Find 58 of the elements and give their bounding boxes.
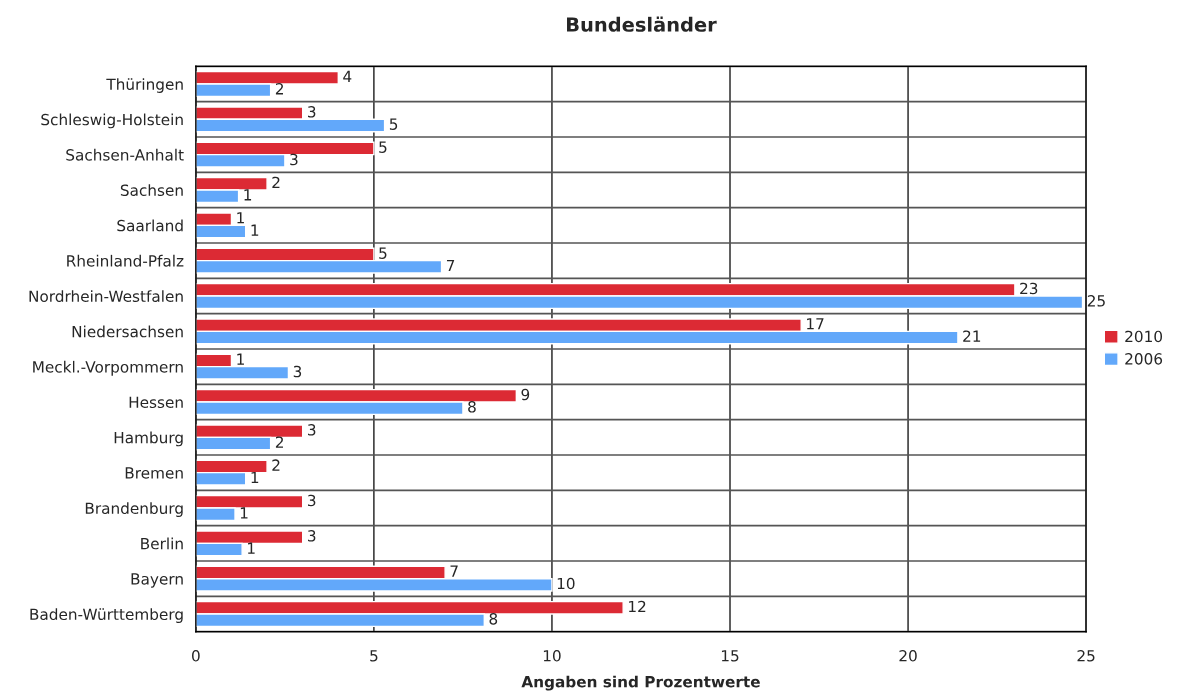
data-label: 1	[240, 507, 248, 519]
y-tick-label: Schleswig-Holstein	[41, 113, 183, 129]
data-label: 1	[251, 471, 259, 484]
data-label: 7	[450, 565, 458, 577]
data-label: 2	[275, 83, 283, 95]
data-label: 8	[468, 401, 476, 413]
x-tick-label: 5	[370, 650, 378, 662]
data-label: 5	[379, 141, 387, 153]
y-tick-label: Meckl.-Vorpommern	[33, 360, 183, 376]
data-label: 5	[389, 118, 398, 130]
x-tick-label: 20	[899, 650, 917, 662]
data-label: 17	[807, 318, 824, 330]
x-tick-label: 0	[192, 650, 200, 662]
y-tick-label: Sachsen	[120, 184, 183, 197]
data-label: 10	[557, 577, 575, 590]
data-label: 12	[629, 600, 646, 613]
data-label: 2	[272, 459, 280, 471]
y-tick-label: Thüringen	[106, 78, 183, 93]
data-label: 3	[308, 530, 316, 542]
data-label: 7	[446, 259, 455, 272]
data-label: 3	[293, 365, 302, 378]
x-tick-label: 25	[1077, 650, 1095, 662]
data-label: 1	[237, 212, 244, 224]
data-label: 1	[237, 353, 244, 365]
x-axis-title: Angaben sind Prozentwerte	[521, 675, 760, 691]
data-label: 3	[308, 106, 316, 118]
y-tick-label: Berlin	[141, 537, 183, 550]
data-label: 4	[343, 70, 352, 83]
y-tick-label: Baden-Württemberg	[30, 608, 183, 623]
data-label: 23	[1020, 282, 1038, 295]
data-label: 2	[275, 436, 283, 448]
data-label: 1	[244, 189, 252, 201]
chart-title: Bundesländer	[567, 16, 717, 32]
data-label: 2	[272, 176, 280, 189]
y-tick-label: Niedersachsen	[72, 325, 183, 338]
data-label: 1	[251, 224, 259, 236]
x-tick-label: 10	[543, 650, 561, 662]
data-label: 3	[308, 424, 316, 436]
y-tick-label: Brandenburg	[85, 502, 183, 517]
data-label: 1	[247, 542, 255, 554]
y-tick-label: Sachsen-Anhalt	[66, 148, 184, 161]
y-tick-label: Rheinland-Pfalz	[67, 254, 184, 267]
data-label: 3	[290, 153, 298, 166]
data-label: 25	[1087, 295, 1105, 307]
y-tick-label: Bremen	[125, 467, 183, 479]
y-tick-label: Bayern	[131, 573, 183, 588]
y-tick-label: Nordrhein-Westfalen	[29, 290, 183, 303]
legend-label: 2006	[1125, 353, 1163, 365]
data-label: 9	[521, 388, 530, 401]
x-tick-label: 15	[721, 650, 739, 662]
data-label: 3	[308, 494, 316, 507]
data-label: 8	[489, 613, 498, 625]
y-tick-label: Hamburg	[114, 431, 183, 447]
y-tick-label: Hessen	[129, 396, 183, 409]
data-label: 5	[379, 247, 387, 259]
data-label: 21	[963, 330, 981, 342]
y-tick-label: Saarland	[117, 219, 183, 232]
legend-label: 2010	[1125, 330, 1163, 343]
